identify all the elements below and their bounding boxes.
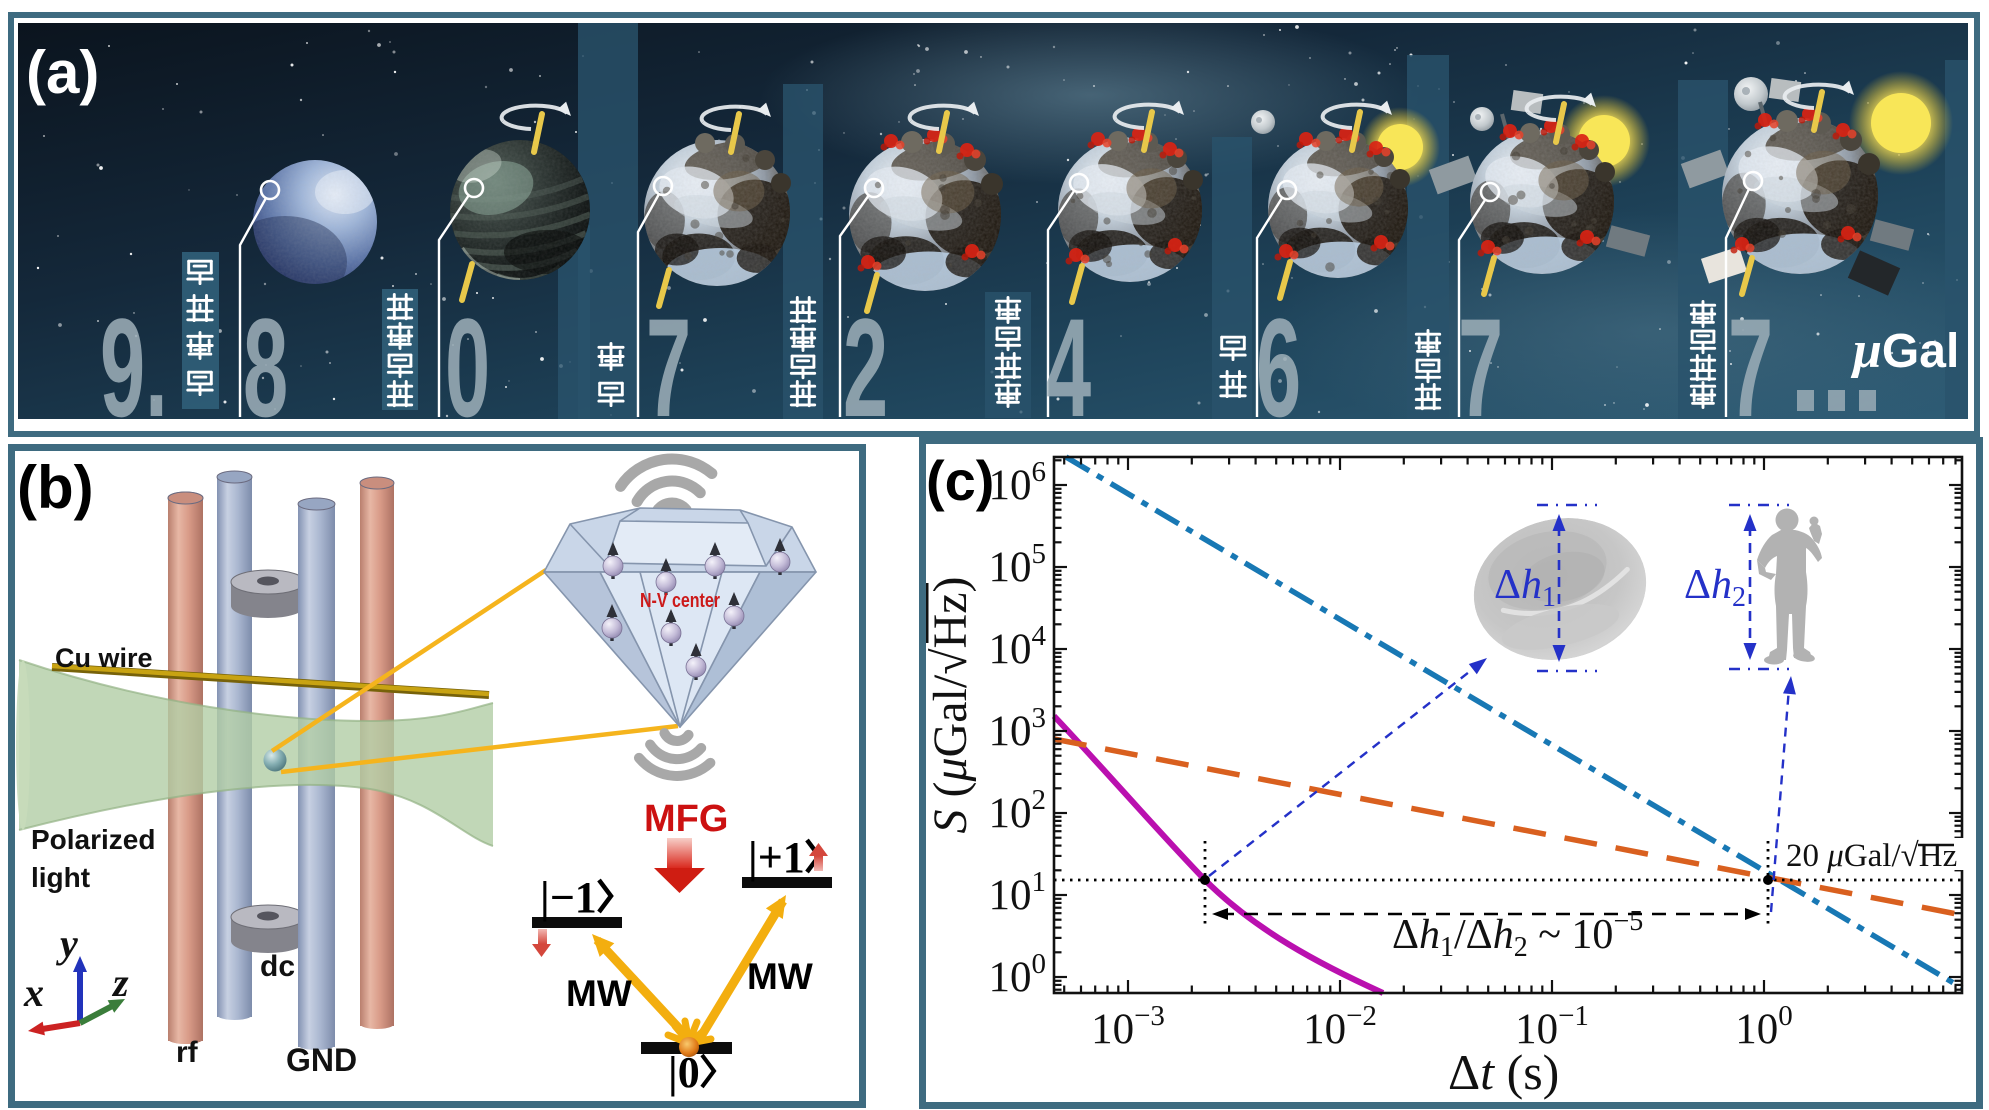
svg-text:0: 0 — [445, 290, 490, 419]
svg-text:10−1: 10−1 — [1515, 1000, 1589, 1053]
svg-text:(b): (b) — [17, 454, 94, 521]
svg-text:x: x — [23, 970, 44, 1015]
svg-text:10−2: 10−2 — [1303, 1000, 1377, 1053]
svg-text:7: 7 — [1728, 290, 1773, 419]
svg-text:Δh1/Δh2 ~ 10−5: Δh1/Δh2 ~ 10−5 — [1392, 906, 1643, 963]
svg-text:106: 106 — [989, 456, 1047, 509]
svg-text:GND: GND — [286, 1042, 357, 1078]
svg-text:8: 8 — [243, 290, 288, 419]
svg-text:9.: 9. — [100, 290, 168, 419]
svg-text:102: 102 — [989, 784, 1047, 837]
svg-text:y: y — [56, 921, 78, 966]
svg-text:6: 6 — [1256, 290, 1301, 419]
svg-text:dc: dc — [260, 950, 295, 983]
svg-text:100: 100 — [1735, 1000, 1793, 1053]
svg-text:rf: rf — [176, 1036, 199, 1069]
svg-text:20 μGal/√Hz: 20 μGal/√Hz — [1786, 838, 1957, 874]
svg-text:Δt (s): Δt (s) — [1448, 1044, 1559, 1100]
svg-text:Cu wire: Cu wire — [55, 643, 153, 673]
svg-text:104: 104 — [989, 620, 1047, 673]
svg-text:(c): (c) — [926, 449, 994, 512]
svg-text:7: 7 — [646, 290, 691, 419]
svg-text:|+1: |+1 — [748, 833, 805, 882]
svg-text:7: 7 — [1458, 290, 1503, 419]
svg-text:MFG: MFG — [644, 798, 728, 840]
svg-text:103: 103 — [989, 702, 1047, 755]
svg-text:100: 100 — [989, 948, 1047, 1001]
svg-text:N-V center: N-V center — [640, 590, 720, 612]
svg-text:105: 105 — [989, 538, 1047, 591]
svg-text:10−3: 10−3 — [1091, 1000, 1165, 1053]
svg-text:4: 4 — [1046, 290, 1091, 419]
svg-text:z: z — [111, 960, 129, 1005]
svg-text:MW: MW — [747, 956, 813, 997]
svg-text:MW: MW — [566, 973, 632, 1014]
svg-text:|0: |0 — [668, 1048, 700, 1097]
svg-text:(a): (a) — [26, 39, 99, 106]
svg-text:S (μGal/√Hz): S (μGal/√Hz) — [926, 576, 977, 833]
svg-text:light: light — [31, 862, 90, 893]
svg-text:101: 101 — [989, 866, 1047, 919]
svg-text:Polarized: Polarized — [31, 824, 155, 855]
svg-text:μGal: μGal — [1850, 322, 1959, 379]
svg-text:Δh2: Δh2 — [1684, 562, 1746, 613]
svg-text:|−1: |−1 — [540, 873, 597, 922]
svg-text:2: 2 — [843, 290, 888, 419]
